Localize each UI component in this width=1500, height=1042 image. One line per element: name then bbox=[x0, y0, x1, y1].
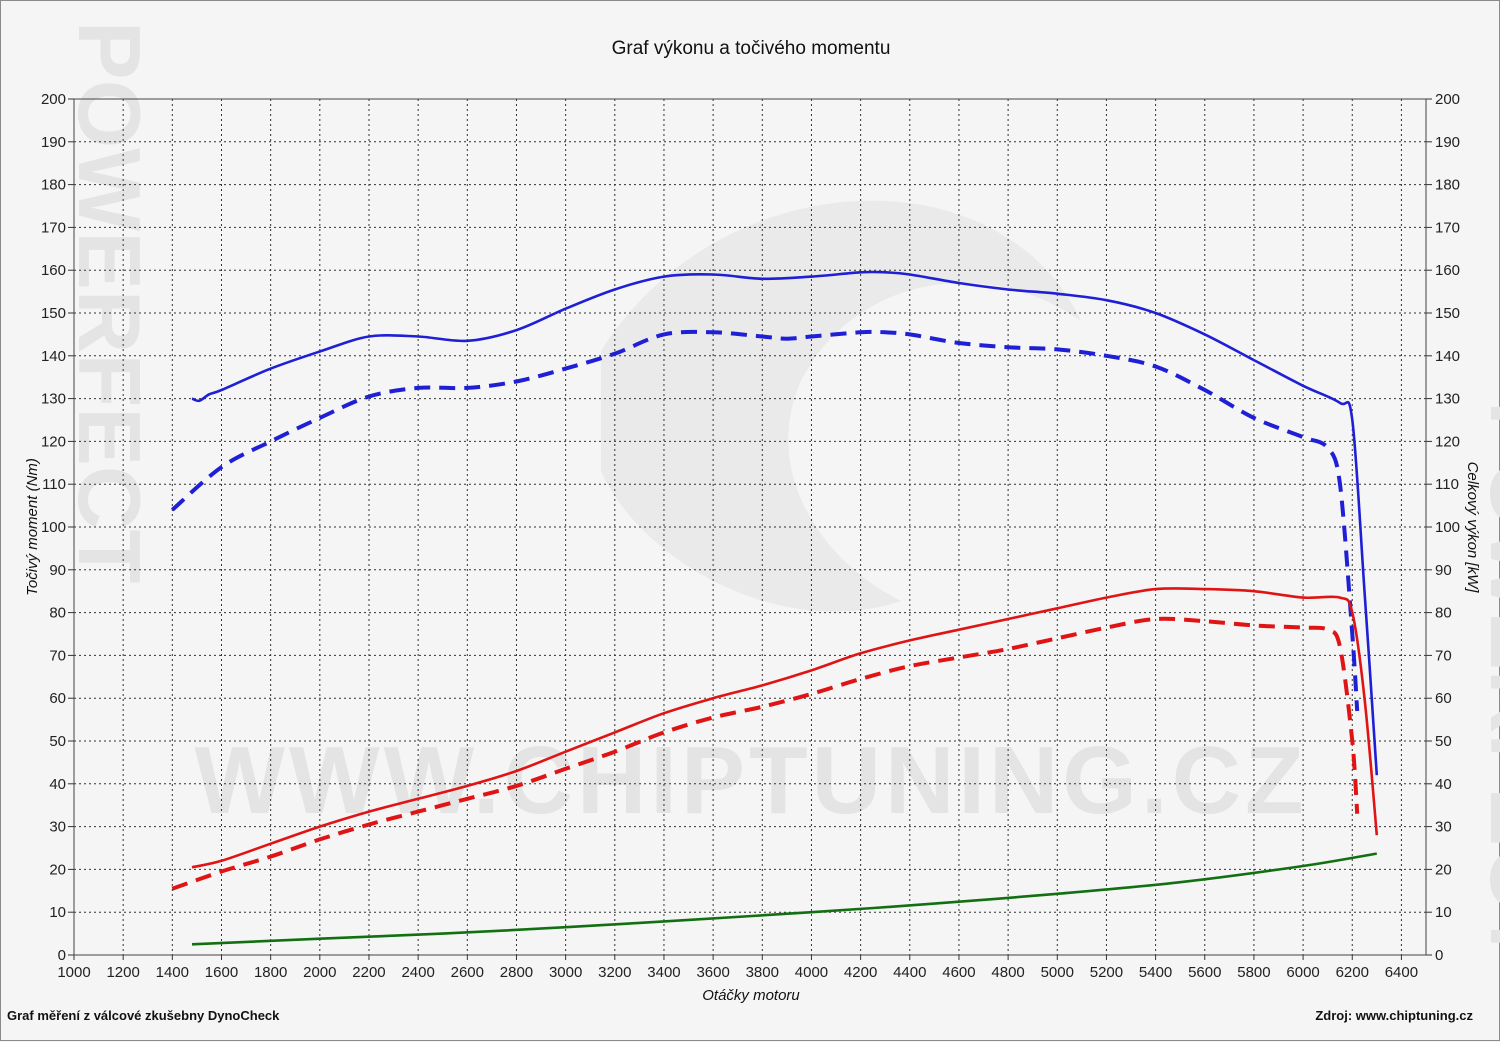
y-right-tick-label: 60 bbox=[1435, 690, 1452, 707]
x-tick-label: 5800 bbox=[1237, 964, 1270, 981]
x-tick-label: 5000 bbox=[1041, 964, 1074, 981]
y-right-tick-label: 160 bbox=[1435, 262, 1460, 279]
y-right-tick-label: 50 bbox=[1435, 733, 1452, 750]
x-tick-label: 4600 bbox=[942, 964, 975, 981]
x-axis-label: Otáčky motoru bbox=[702, 987, 800, 1004]
x-tick-label: 5200 bbox=[1090, 964, 1123, 981]
y-axis-left-ticks: 0 10 20 30 40 50 60 70 80 90 100 110 120 130 140 150 160… bbox=[41, 91, 74, 964]
y-right-tick-label: 90 bbox=[1435, 562, 1452, 579]
y-left-tick-label: 40 bbox=[49, 776, 66, 793]
y-left-tick-label: 30 bbox=[49, 819, 66, 836]
series-line-loss bbox=[191, 852, 1378, 946]
y-left-tick-label: 200 bbox=[41, 91, 66, 108]
watermark-side-right: POWERFECT bbox=[1472, 401, 1500, 963]
x-tick-label: 3800 bbox=[746, 964, 779, 981]
y-left-tick-label: 10 bbox=[49, 904, 66, 921]
x-tick-label: 5600 bbox=[1188, 964, 1221, 981]
x-axis-ticks: 1000 1200 1400 1600 1800 2000 2200 2400 2600 2800… bbox=[57, 955, 1418, 981]
x-tick-label: 5400 bbox=[1139, 964, 1172, 981]
plot-border bbox=[73, 98, 1427, 956]
x-tick-label: 3000 bbox=[549, 964, 582, 981]
y-right-tick-label: 80 bbox=[1435, 605, 1452, 622]
y-axis-right-label: Celkový výkon [kW] bbox=[1464, 462, 1481, 594]
x-tick-label: 1000 bbox=[57, 964, 90, 981]
y-right-tick-label: 170 bbox=[1435, 219, 1460, 236]
y-left-tick-label: 120 bbox=[41, 433, 66, 450]
x-tick-label: 4200 bbox=[844, 964, 877, 981]
y-right-tick-label: 70 bbox=[1435, 647, 1452, 664]
x-tick-label: 1400 bbox=[156, 964, 189, 981]
watermark: WWW.CHIPTUNING.CZ POWERFECT POWERFECT bbox=[60, 21, 1500, 963]
y-left-tick-label: 60 bbox=[49, 690, 66, 707]
x-tick-label: 4000 bbox=[795, 964, 828, 981]
watermark-side-left: POWERFECT bbox=[60, 21, 159, 583]
x-tick-label: 6000 bbox=[1286, 964, 1319, 981]
y-right-tick-label: 110 bbox=[1435, 476, 1459, 493]
x-tick-label: 2000 bbox=[303, 964, 336, 981]
y-left-tick-label: 100 bbox=[41, 519, 66, 536]
y-left-tick-label: 140 bbox=[41, 348, 66, 365]
x-tick-label: 3200 bbox=[598, 964, 631, 981]
y-left-tick-label: 20 bbox=[49, 861, 66, 878]
y-right-tick-label: 190 bbox=[1435, 134, 1460, 151]
y-left-tick-label: 0 bbox=[58, 947, 66, 964]
x-tick-label: 4800 bbox=[991, 964, 1024, 981]
watermark-text: WWW.CHIPTUNING.CZ bbox=[194, 727, 1307, 834]
y-right-tick-label: 120 bbox=[1435, 433, 1460, 450]
x-tick-label: 2800 bbox=[500, 964, 533, 981]
y-left-tick-label: 130 bbox=[41, 391, 66, 408]
y-left-tick-label: 180 bbox=[41, 177, 66, 194]
y-left-tick-label: 170 bbox=[41, 219, 66, 236]
x-tick-label: 6400 bbox=[1385, 964, 1418, 981]
x-tick-label: 1600 bbox=[205, 964, 238, 981]
chart-title: Graf výkonu a točivého momentu bbox=[612, 38, 891, 59]
y-left-tick-label: 190 bbox=[41, 134, 66, 151]
x-tick-label: 4400 bbox=[893, 964, 926, 981]
x-tick-label: 3600 bbox=[696, 964, 729, 981]
y-left-tick-label: 50 bbox=[49, 733, 66, 750]
grid bbox=[74, 99, 1426, 955]
x-tick-label: 6200 bbox=[1336, 964, 1369, 981]
x-tick-label: 1200 bbox=[106, 964, 139, 981]
y-left-tick-label: 70 bbox=[49, 647, 66, 664]
y-right-tick-label: 200 bbox=[1435, 91, 1460, 108]
series-line-power-tuned bbox=[191, 587, 1379, 869]
x-tick-label: 2400 bbox=[401, 964, 434, 981]
y-right-tick-label: 150 bbox=[1435, 305, 1460, 322]
footer-source-url: Zdroj: www.chiptuning.cz bbox=[1315, 1008, 1473, 1023]
x-tick-label: 3400 bbox=[647, 964, 680, 981]
y-right-tick-label: 100 bbox=[1435, 519, 1460, 536]
y-right-tick-label: 30 bbox=[1435, 819, 1452, 836]
y-right-tick-label: 10 bbox=[1435, 904, 1452, 921]
x-tick-label: 2600 bbox=[451, 964, 484, 981]
y-axis-left-label: Točivý moment (Nm) bbox=[24, 458, 41, 596]
series-line-torque-stock bbox=[170, 329, 1360, 712]
y-right-tick-label: 20 bbox=[1435, 861, 1452, 878]
y-left-tick-label: 150 bbox=[41, 305, 66, 322]
y-right-tick-label: 130 bbox=[1435, 391, 1460, 408]
series-line-torque-tuned bbox=[191, 270, 1379, 776]
y-right-tick-label: 140 bbox=[1435, 348, 1460, 365]
y-axis-right-ticks: 0 10 20 30 40 50 60 70 80 90 100 110 120 130 140 150 160… bbox=[1426, 91, 1460, 964]
y-left-tick-label: 90 bbox=[49, 562, 66, 579]
series-layer bbox=[170, 270, 1379, 946]
x-tick-label: 1800 bbox=[254, 964, 287, 981]
y-left-tick-label: 160 bbox=[41, 262, 66, 279]
y-right-tick-label: 180 bbox=[1435, 177, 1460, 194]
x-tick-label: 2200 bbox=[352, 964, 385, 981]
y-right-tick-label: 40 bbox=[1435, 776, 1452, 793]
series-line-power-stock bbox=[171, 616, 1360, 891]
footer-source-note: Graf měření z válcové zkušebny DynoCheck bbox=[7, 1008, 280, 1023]
y-right-tick-label: 0 bbox=[1435, 947, 1443, 964]
watermark-logo-shape bbox=[601, 200, 1081, 612]
y-left-tick-label: 110 bbox=[42, 476, 66, 493]
y-left-tick-label: 80 bbox=[49, 605, 66, 622]
